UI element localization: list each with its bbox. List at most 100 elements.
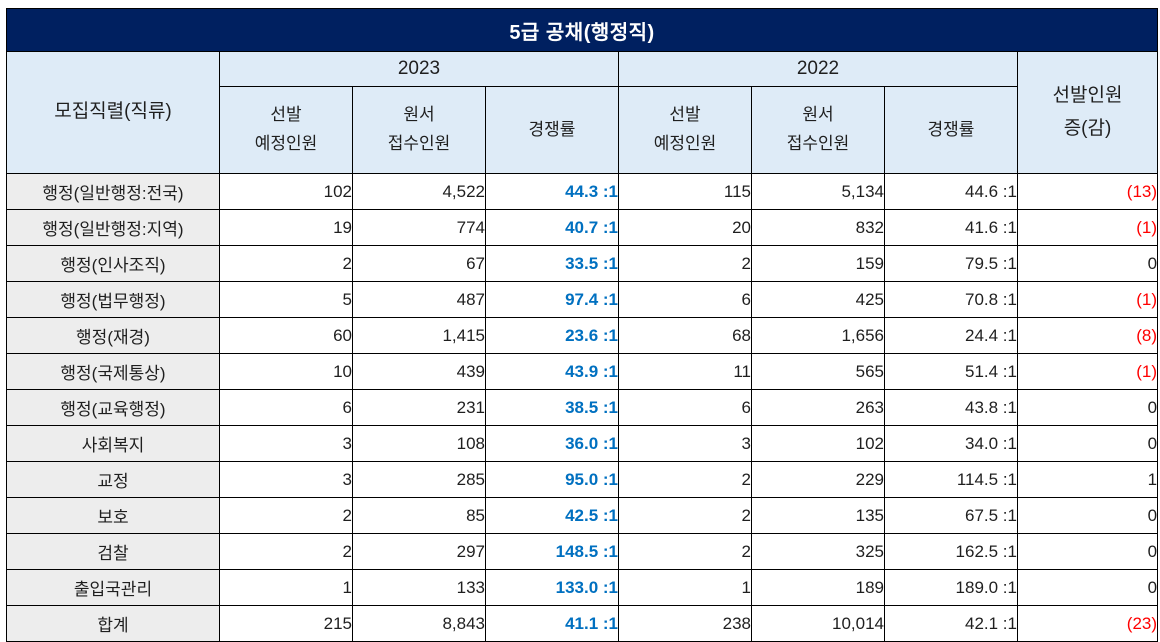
ratio-2023-cell: 41.1 :1 xyxy=(485,605,619,642)
change-cell: (23) xyxy=(1016,605,1159,642)
ratio-2022-cell: 162.5 :1 xyxy=(884,533,1018,570)
applied-2022-cell: 135 xyxy=(751,497,885,534)
category-cell: 출입국관리 xyxy=(6,569,220,606)
table-row: 사회복지 3 108 36.0 :1 3 102 34.0 :1 0 xyxy=(6,425,1159,462)
applied-2022-cell: 832 xyxy=(751,209,885,246)
ratio-2023-cell: 42.5 :1 xyxy=(485,497,619,534)
change-cell: (1) xyxy=(1016,281,1159,318)
planned-2022-cell: 1 xyxy=(618,569,752,606)
category-cell: 행정(국제통상) xyxy=(6,353,220,390)
planned-2022-cell: 6 xyxy=(618,389,752,426)
category-cell: 행정(인사조직) xyxy=(6,245,220,282)
title-row: 5급 공채(행정직) xyxy=(5,8,1159,52)
ratio-2023-cell: 33.5 :1 xyxy=(485,245,619,282)
table-row: 행정(일반행정:전국) 102 4,522 44.3 :1 115 5,134 … xyxy=(6,173,1159,210)
planned-2023-cell: 6 xyxy=(219,389,353,426)
planned-2023-cell: 2 xyxy=(219,245,353,282)
table-row: 행정(교육행정) 6 231 38.5 :1 6 263 43.8 :1 0 xyxy=(6,389,1159,426)
ratio-2022-cell: 189.0 :1 xyxy=(884,569,1018,606)
planned-2022-cell: 2 xyxy=(618,245,752,282)
planned-2023-cell: 3 xyxy=(219,425,353,462)
planned-2023-cell: 2 xyxy=(219,533,353,570)
planned-2023-cell: 10 xyxy=(219,353,353,390)
applied-2022-cell: 425 xyxy=(751,281,885,318)
table-row: 출입국관리 1 133 133.0 :1 1 189 189.0 :1 0 xyxy=(6,569,1159,606)
applied-2023-cell: 231 xyxy=(352,389,486,426)
table-row: 검찰 2 297 148.5 :1 2 325 162.5 :1 0 xyxy=(6,533,1159,570)
applied-2022-cell: 5,134 xyxy=(751,173,885,210)
planned-2023-cell: 19 xyxy=(219,209,353,246)
ratio-2022-cell: 70.8 :1 xyxy=(884,281,1018,318)
ratio-2023-cell: 38.5 :1 xyxy=(485,389,619,426)
category-cell: 교정 xyxy=(6,461,220,498)
applied-2022-cell: 325 xyxy=(751,533,885,570)
ratio-2023-cell: 133.0 :1 xyxy=(485,569,619,606)
applied-2023-cell: 108 xyxy=(352,425,486,462)
planned-2022-cell: 2 xyxy=(618,461,752,498)
applied-2023-cell: 439 xyxy=(352,353,486,390)
applied-2023-cell: 8,843 xyxy=(352,605,486,642)
table-row: 행정(인사조직) 2 67 33.5 :1 2 159 79.5 :1 0 xyxy=(6,245,1159,282)
ratio-2022-cell: 79.5 :1 xyxy=(884,245,1018,282)
applied-2023-cell: 4,522 xyxy=(352,173,486,210)
change-cell: 0 xyxy=(1016,569,1159,606)
category-cell: 사회복지 xyxy=(6,425,220,462)
category-cell-total: 합계 xyxy=(6,605,220,642)
table-row-total: 합계 215 8,843 41.1 :1 238 10,014 42.1 :1 … xyxy=(6,605,1159,642)
planned-2023-cell: 5 xyxy=(219,281,353,318)
header-planned-2022: 선발 예정인원 xyxy=(618,86,752,174)
applied-2022-cell: 229 xyxy=(751,461,885,498)
ratio-2022-cell: 43.8 :1 xyxy=(884,389,1018,426)
applied-2023-cell: 133 xyxy=(352,569,486,606)
planned-2022-cell: 2 xyxy=(618,533,752,570)
change-cell: 0 xyxy=(1016,245,1159,282)
planned-2022-cell: 6 xyxy=(618,281,752,318)
applied-2022-cell: 565 xyxy=(751,353,885,390)
header-selection-change: 선발인원 증(감) xyxy=(1016,51,1159,174)
applied-2022-cell: 189 xyxy=(751,569,885,606)
header-category: 모집직렬(직류) xyxy=(6,51,220,174)
table-row: 행정(일반행정:지역) 19 774 40.7 :1 20 832 41.6 :… xyxy=(6,209,1159,246)
applied-2023-cell: 297 xyxy=(352,533,486,570)
applied-2022-cell: 159 xyxy=(751,245,885,282)
planned-2023-cell: 1 xyxy=(219,569,353,606)
change-cell: (1) xyxy=(1016,209,1159,246)
table-title: 5급 공채(행정직) xyxy=(5,8,1159,52)
change-cell: 1 xyxy=(1016,461,1159,498)
ratio-2023-cell: 36.0 :1 xyxy=(485,425,619,462)
ratio-2022-cell: 51.4 :1 xyxy=(884,353,1018,390)
ratio-2022-cell: 34.0 :1 xyxy=(884,425,1018,462)
applied-2023-cell: 285 xyxy=(352,461,486,498)
table-row: 행정(법무행정) 5 487 97.4 :1 6 425 70.8 :1 (1) xyxy=(6,281,1159,318)
table-row: 행정(재경) 60 1,415 23.6 :1 68 1,656 24.4 :1… xyxy=(6,317,1159,354)
planned-2023-cell: 102 xyxy=(219,173,353,210)
ratio-2022-cell: 44.6 :1 xyxy=(884,173,1018,210)
planned-2022-cell: 11 xyxy=(618,353,752,390)
applied-2022-cell: 10,014 xyxy=(751,605,885,642)
recruitment-statistics-table: 5급 공채(행정직) 모집직렬(직류) 2023 2022 선발인원 증(감) … xyxy=(5,8,1159,642)
table-row: 교정 3 285 95.0 :1 2 229 114.5 :1 1 xyxy=(6,461,1159,498)
planned-2023-cell: 3 xyxy=(219,461,353,498)
planned-2022-cell: 68 xyxy=(618,317,752,354)
planned-2022-cell: 3 xyxy=(618,425,752,462)
applied-2022-cell: 102 xyxy=(751,425,885,462)
applied-2022-cell: 1,656 xyxy=(751,317,885,354)
ratio-2023-cell: 40.7 :1 xyxy=(485,209,619,246)
ratio-2023-cell: 23.6 :1 xyxy=(485,317,619,354)
ratio-2023-cell: 44.3 :1 xyxy=(485,173,619,210)
year-header-row: 모집직렬(직류) 2023 2022 선발인원 증(감) xyxy=(6,51,1159,174)
applied-2023-cell: 1,415 xyxy=(352,317,486,354)
applied-2023-cell: 85 xyxy=(352,497,486,534)
planned-2022-cell: 2 xyxy=(618,497,752,534)
change-cell: 0 xyxy=(1016,425,1159,462)
category-cell: 행정(일반행정:전국) xyxy=(6,173,220,210)
change-cell: (13) xyxy=(1016,173,1159,210)
header-year-2023: 2023 xyxy=(219,51,619,87)
header-ratio-2022: 경쟁률 xyxy=(884,86,1018,174)
planned-2023-cell: 2 xyxy=(219,497,353,534)
category-cell: 행정(일반행정:지역) xyxy=(6,209,220,246)
header-ratio-2023: 경쟁률 xyxy=(485,86,619,174)
ratio-2023-cell: 95.0 :1 xyxy=(485,461,619,498)
applied-2022-cell: 263 xyxy=(751,389,885,426)
